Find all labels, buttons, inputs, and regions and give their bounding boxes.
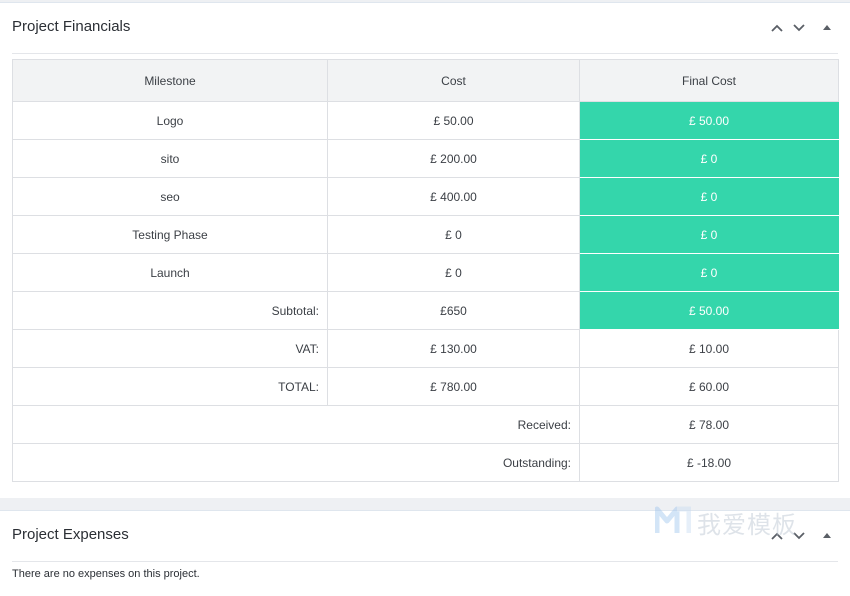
column-header-final-cost[interactable]: Final Cost <box>579 59 839 102</box>
vat-final-cost: £ 10.00 <box>579 329 839 368</box>
milestone-cell: Launch <box>12 253 328 292</box>
table-row: Logo £ 50.00 £ 50.00 <box>12 101 839 140</box>
outstanding-value: £ -18.00 <box>579 443 839 482</box>
milestone-cell: Testing Phase <box>12 215 328 254</box>
total-final-cost: £ 60.00 <box>579 367 839 406</box>
final-cost-cell: £ 50.00 <box>579 101 839 140</box>
final-cost-cell: £ 0 <box>579 139 839 178</box>
cost-cell: £ 0 <box>327 253 580 292</box>
received-row: Received: £ 78.00 <box>12 405 839 444</box>
total-row: TOTAL: £ 780.00 £ 60.00 <box>12 367 839 406</box>
panel-header: Project Financials <box>12 3 838 54</box>
milestone-cell: Logo <box>12 101 328 140</box>
vat-row: VAT: £ 130.00 £ 10.00 <box>12 329 839 368</box>
subtotal-label: Subtotal: <box>12 291 328 330</box>
empty-expenses-message: There are no expenses on this project. <box>12 568 200 580</box>
chevron-down-icon[interactable] <box>790 527 808 545</box>
vat-label: VAT: <box>12 329 328 368</box>
vat-cost: £ 130.00 <box>327 329 580 368</box>
panel-controls <box>768 527 838 547</box>
final-cost-cell: £ 0 <box>579 215 839 254</box>
panel-header: Project Expenses <box>12 511 838 562</box>
cost-cell: £ 0 <box>327 215 580 254</box>
project-financials-panel: Project Financials Milestone Cost Final … <box>0 2 850 498</box>
subtotal-final-cost: £ 50.00 <box>579 291 839 330</box>
caret-up-icon[interactable] <box>818 527 836 545</box>
total-cost: £ 780.00 <box>327 367 580 406</box>
column-header-cost[interactable]: Cost <box>327 59 580 102</box>
table-row: sito £ 200.00 £ 0 <box>12 139 839 178</box>
total-label: TOTAL: <box>12 367 328 406</box>
table-header-row: Milestone Cost Final Cost <box>12 59 839 102</box>
subtotal-row: Subtotal: £650 £ 50.00 <box>12 291 839 330</box>
column-header-milestone[interactable]: Milestone <box>12 59 328 102</box>
cost-cell: £ 200.00 <box>327 139 580 178</box>
panel-title: Project Financials <box>12 18 131 35</box>
panel-controls <box>768 19 838 39</box>
milestone-cell: sito <box>12 139 328 178</box>
cost-cell: £ 50.00 <box>327 101 580 140</box>
table-row: Launch £ 0 £ 0 <box>12 253 839 292</box>
outstanding-row: Outstanding: £ -18.00 <box>12 443 839 482</box>
chevron-down-icon[interactable] <box>790 19 808 37</box>
received-label: Received: <box>12 405 580 444</box>
chevron-up-icon[interactable] <box>768 19 786 37</box>
final-cost-cell: £ 0 <box>579 253 839 292</box>
financials-table: Milestone Cost Final Cost Logo £ 50.00 £… <box>12 59 839 482</box>
project-expenses-panel: Project Expenses There are no expenses o… <box>0 510 850 596</box>
received-value: £ 78.00 <box>579 405 839 444</box>
chevron-up-icon[interactable] <box>768 527 786 545</box>
final-cost-cell: £ 0 <box>579 177 839 216</box>
milestone-cell: seo <box>12 177 328 216</box>
table-row: seo £ 400.00 £ 0 <box>12 177 839 216</box>
table-row: Testing Phase £ 0 £ 0 <box>12 215 839 254</box>
panel-title: Project Expenses <box>12 526 129 543</box>
caret-up-icon[interactable] <box>818 19 836 37</box>
cost-cell: £ 400.00 <box>327 177 580 216</box>
outstanding-label: Outstanding: <box>12 443 580 482</box>
subtotal-cost: £650 <box>327 291 580 330</box>
